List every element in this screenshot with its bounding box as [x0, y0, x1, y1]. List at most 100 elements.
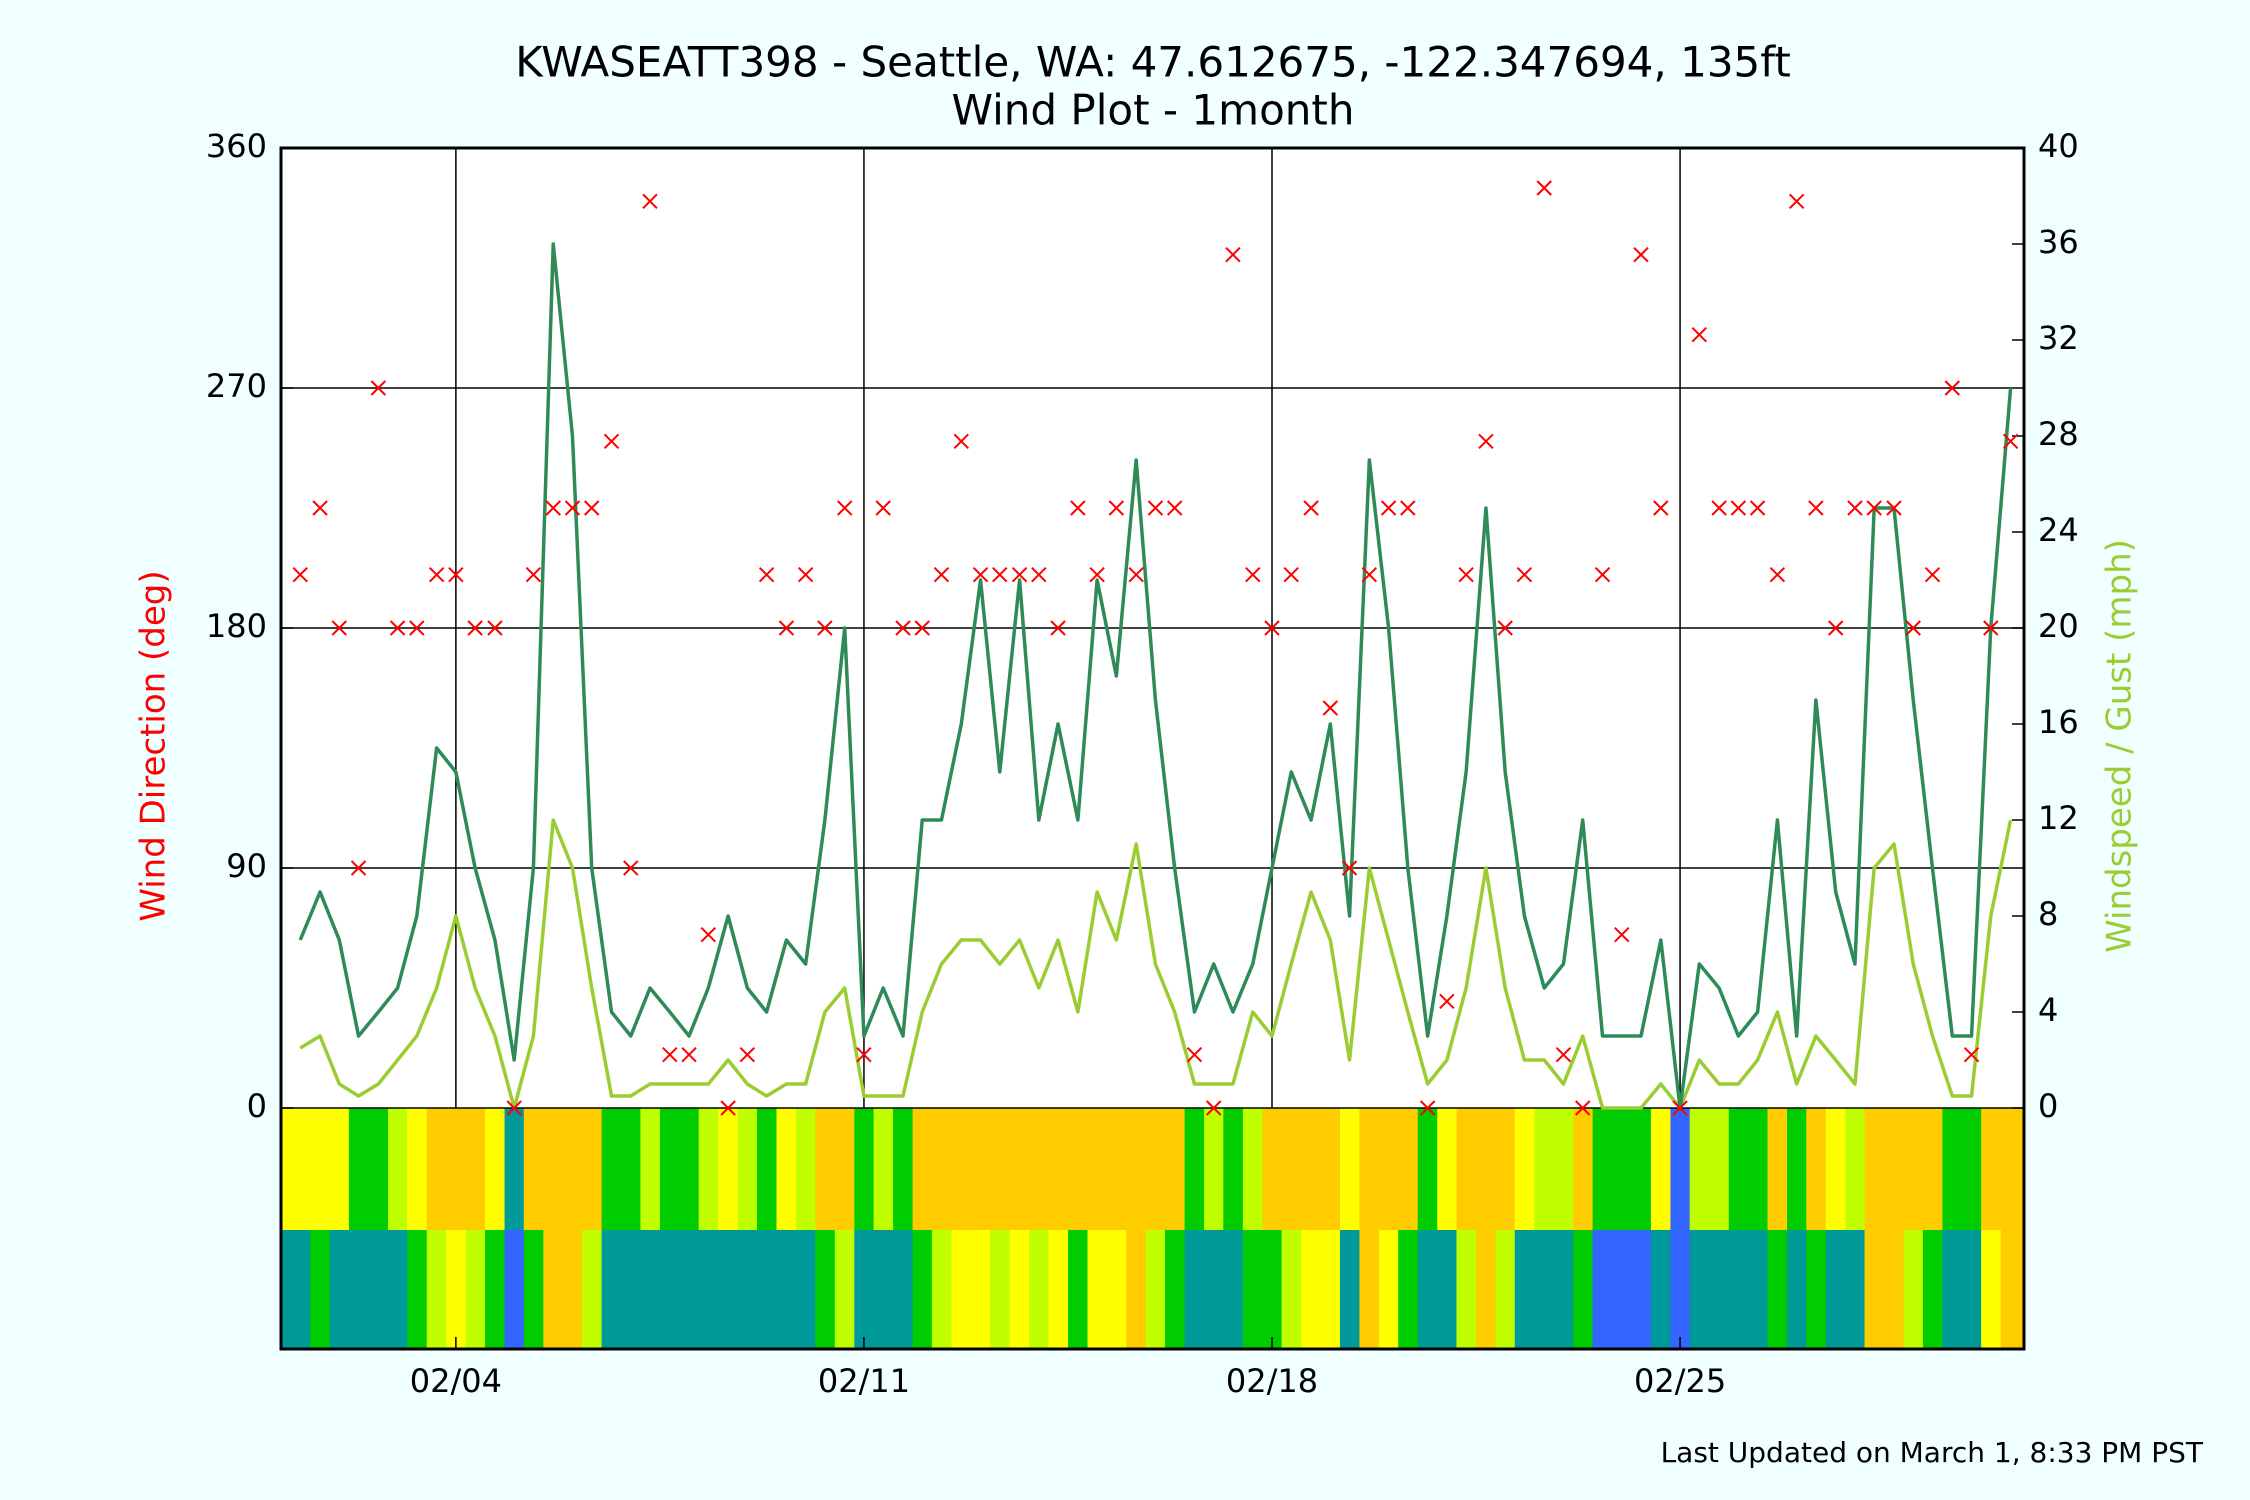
direction-marker	[1730, 500, 1747, 516]
y2-tick-label: 40	[2038, 127, 2079, 165]
color-band	[718, 1230, 739, 1349]
color-band	[1864, 1230, 1885, 1349]
color-band	[873, 1108, 894, 1230]
color-band	[1262, 1108, 1283, 1230]
color-band	[485, 1108, 506, 1230]
color-band	[1476, 1230, 1497, 1349]
color-band	[621, 1108, 641, 1230]
y2-tick-label: 36	[2038, 223, 2079, 261]
direction-marker	[370, 380, 387, 396]
direction-marker	[1050, 620, 1066, 636]
color-band	[1281, 1230, 1302, 1349]
direction-marker	[331, 620, 348, 636]
direction-marker	[1322, 700, 1339, 716]
color-band	[1767, 1230, 1788, 1349]
footer: Last Updated on March 1, 8:33 PM PST	[1661, 1436, 2204, 1469]
direction-marker	[1905, 620, 1921, 636]
color-band	[1029, 1108, 1050, 1230]
color-band	[485, 1230, 506, 1349]
direction-marker	[1555, 1046, 1572, 1063]
color-band	[348, 1230, 370, 1349]
color-band	[1747, 1108, 1769, 1230]
color-band	[1825, 1108, 1846, 1230]
color-band	[1223, 1230, 1244, 1349]
color-band	[1689, 1108, 1710, 1230]
chart-subtitle: Wind Plot - 1month	[952, 86, 1355, 135]
color-band	[1165, 1230, 1186, 1349]
color-band	[1612, 1230, 1632, 1349]
color-band	[659, 1230, 681, 1349]
color-band	[465, 1230, 486, 1349]
color-band	[543, 1108, 564, 1230]
plot-frame	[279, 146, 2026, 1351]
color-band	[737, 1230, 758, 1349]
color-band	[796, 1108, 816, 1230]
color-band	[718, 1108, 739, 1230]
y2-axis-label: Windspeed / Gust (mph)	[2100, 539, 2140, 953]
direction-marker	[953, 433, 970, 450]
color-band	[815, 1108, 836, 1230]
color-band	[504, 1108, 525, 1230]
color-band	[1048, 1108, 1069, 1230]
color-band	[1398, 1230, 1419, 1349]
color-band	[1204, 1230, 1224, 1349]
direction-marker	[2002, 433, 2019, 450]
color-band	[465, 1108, 486, 1230]
color-band	[446, 1108, 467, 1230]
color-band	[1301, 1230, 1322, 1349]
color-band	[893, 1108, 914, 1230]
x-tick-label: 02/25	[1634, 1362, 1726, 1400]
color-band	[1650, 1230, 1672, 1349]
color-band	[1281, 1108, 1302, 1230]
direction-marker	[545, 500, 561, 516]
color-band	[1981, 1230, 2002, 1349]
color-band	[1534, 1108, 1555, 1230]
direction-marker	[1516, 566, 1533, 583]
direction-marker	[681, 1046, 697, 1063]
color-band	[1942, 1230, 1963, 1349]
color-band	[310, 1108, 331, 1230]
direction-marker	[1497, 620, 1513, 636]
color-band	[776, 1230, 797, 1349]
direction-marker	[992, 566, 1008, 583]
color-band	[1884, 1230, 1905, 1349]
color-band	[582, 1108, 603, 1230]
color-band	[1048, 1230, 1069, 1349]
color-band	[348, 1108, 370, 1230]
color-band	[523, 1108, 544, 1230]
direction-marker	[1089, 566, 1105, 583]
color-band	[1067, 1108, 1089, 1230]
direction-marker	[778, 620, 795, 636]
x-tick-label: 02/18	[1226, 1362, 1318, 1400]
direction-marker	[642, 193, 658, 210]
direction-marker	[1653, 500, 1669, 516]
color-band	[1631, 1108, 1652, 1230]
color-band	[1398, 1108, 1419, 1230]
color-band	[659, 1108, 681, 1230]
color-band	[834, 1108, 855, 1230]
direction-marker	[662, 1046, 678, 1063]
color-band	[543, 1230, 564, 1349]
color-band	[601, 1230, 622, 1349]
color-band	[737, 1108, 758, 1230]
direction-marker	[1225, 246, 1241, 263]
color-band	[970, 1108, 991, 1230]
color-band	[1845, 1230, 1866, 1349]
color-band	[562, 1108, 583, 1230]
color-band	[990, 1230, 1011, 1349]
color-band	[1242, 1230, 1263, 1349]
color-band	[1359, 1108, 1380, 1230]
color-band	[990, 1108, 1011, 1230]
direction-marker	[564, 500, 581, 516]
color-band	[1961, 1108, 1982, 1230]
color-band	[854, 1108, 875, 1230]
color-band	[1670, 1230, 1691, 1349]
direction-marker	[1575, 1100, 1591, 1116]
y2-tick-label: 28	[2038, 415, 2079, 453]
direction-marker	[914, 620, 930, 636]
direction-marker	[797, 566, 814, 583]
y-tick-label: 0	[247, 1087, 267, 1125]
color-band	[601, 1108, 622, 1230]
color-band	[1942, 1108, 1963, 1230]
color-band	[698, 1108, 719, 1230]
